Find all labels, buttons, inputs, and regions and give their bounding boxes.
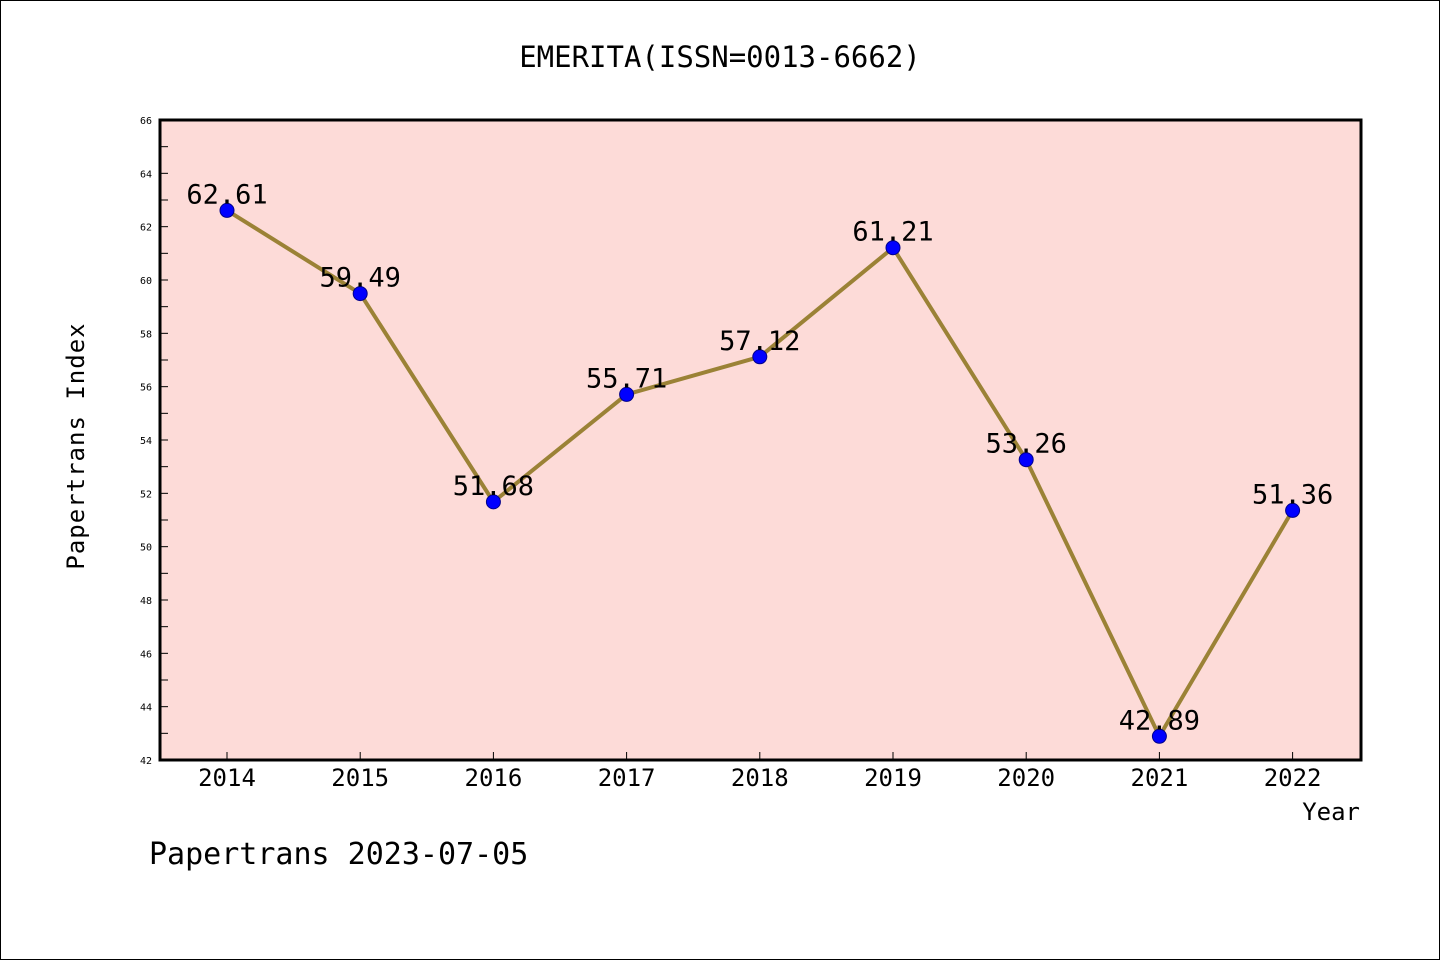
y-tick-label: 56 [140, 383, 152, 394]
x-tick-label: 2014 [198, 764, 256, 792]
x-axis-label: Year [1302, 798, 1360, 826]
y-tick-label: 44 [140, 703, 152, 714]
plot-area [158, 118, 1363, 762]
footer-credit: Papertrans 2023-07-05 [149, 837, 528, 872]
data-label: 51.68 [453, 471, 534, 502]
data-label: 55.71 [586, 363, 667, 394]
y-tick-label: 60 [140, 276, 152, 287]
data-point [885, 240, 901, 256]
y-tick-label: 48 [140, 596, 152, 607]
y-tick-label: 66 [140, 116, 152, 127]
data-point [1018, 452, 1034, 468]
data-label: 62.61 [186, 179, 267, 210]
data-point [1285, 502, 1301, 518]
data-label: 51.36 [1252, 479, 1333, 510]
data-point [619, 386, 635, 402]
y-tick-label: 64 [140, 169, 152, 180]
y-tick-label: 54 [140, 436, 152, 447]
chart-title: EMERITA(ISSN=0013-6662) [519, 40, 921, 74]
data-point [485, 494, 501, 510]
x-tick-label: 2019 [864, 764, 922, 792]
data-label: 61.21 [852, 217, 933, 248]
data-point [1151, 728, 1167, 744]
series-group: 62.61 59.49 51.68 55.71 57.12 61.21 53.26 42.89… [186, 179, 1333, 744]
x-tick-label: 2015 [331, 764, 389, 792]
x-axis: 2014 2015 2016 2017 2018 2019 2020 2021 2022 [198, 752, 1321, 792]
y-tick-label: 58 [140, 329, 152, 340]
y-axis-label: Papertrans Index [62, 322, 90, 569]
x-tick-label: 2020 [997, 764, 1055, 792]
data-label: 53.26 [986, 429, 1067, 460]
x-tick-label: 2021 [1131, 764, 1189, 792]
data-label: 57.12 [719, 326, 800, 357]
y-tick-label: 46 [140, 649, 152, 660]
x-tick-label: 2022 [1264, 764, 1322, 792]
x-tick-label: 2017 [598, 764, 656, 792]
data-point [752, 349, 768, 365]
data-label: 42.89 [1119, 705, 1200, 736]
x-tick-label: 2016 [465, 764, 523, 792]
x-tick-label: 2018 [731, 764, 789, 792]
y-tick-label: 42 [140, 756, 152, 767]
data-point [352, 286, 368, 302]
y-tick-label: 52 [140, 489, 152, 500]
data-point [219, 202, 235, 218]
data-label: 59.49 [320, 263, 401, 294]
y-axis: 42 44 46 48 50 52 54 56 58 60 62 64 66 [140, 116, 168, 767]
y-tick-label: 62 [140, 223, 152, 234]
y-tick-label: 50 [140, 543, 152, 554]
